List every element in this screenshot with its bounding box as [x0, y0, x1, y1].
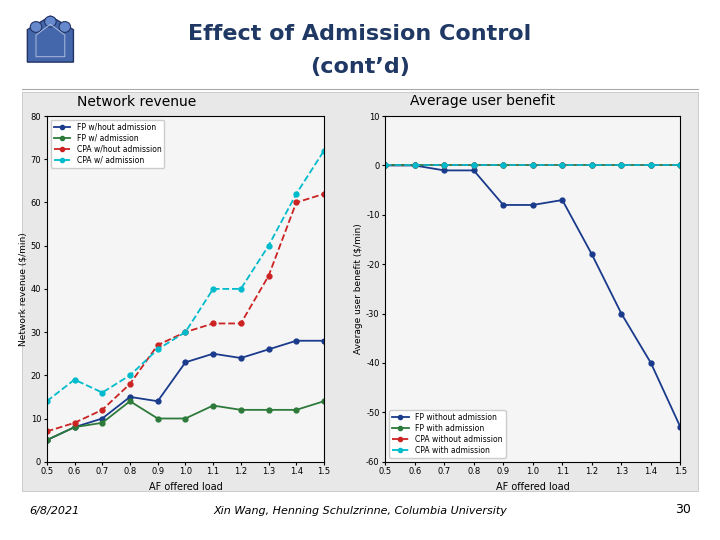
- Text: Effect of Admission Control: Effect of Admission Control: [189, 24, 531, 44]
- X-axis label: AF offered load: AF offered load: [148, 482, 222, 492]
- Polygon shape: [27, 16, 73, 62]
- Text: 30: 30: [675, 503, 691, 516]
- Legend: FP without admission, FP with admission, CPA without admission, CPA with admissi: FP without admission, FP with admission,…: [389, 410, 505, 458]
- Y-axis label: Average user benefit ($/min): Average user benefit ($/min): [354, 224, 364, 354]
- Y-axis label: Network revenue ($/min): Network revenue ($/min): [19, 232, 28, 346]
- Text: Xin Wang, Henning Schulzrinne, Columbia University: Xin Wang, Henning Schulzrinne, Columbia …: [213, 505, 507, 516]
- Text: (cont’d): (cont’d): [310, 57, 410, 77]
- Circle shape: [30, 22, 42, 32]
- Text: 6/8/2021: 6/8/2021: [29, 505, 79, 516]
- X-axis label: AF offered load: AF offered load: [496, 482, 570, 492]
- Legend: FP w/hout admission, FP w/ admission, CPA w/hout admission, CPA w/ admission: FP w/hout admission, FP w/ admission, CP…: [50, 120, 164, 168]
- Circle shape: [59, 22, 71, 32]
- Text: Network revenue: Network revenue: [77, 94, 197, 109]
- Circle shape: [45, 16, 56, 27]
- Text: Average user benefit: Average user benefit: [410, 94, 555, 109]
